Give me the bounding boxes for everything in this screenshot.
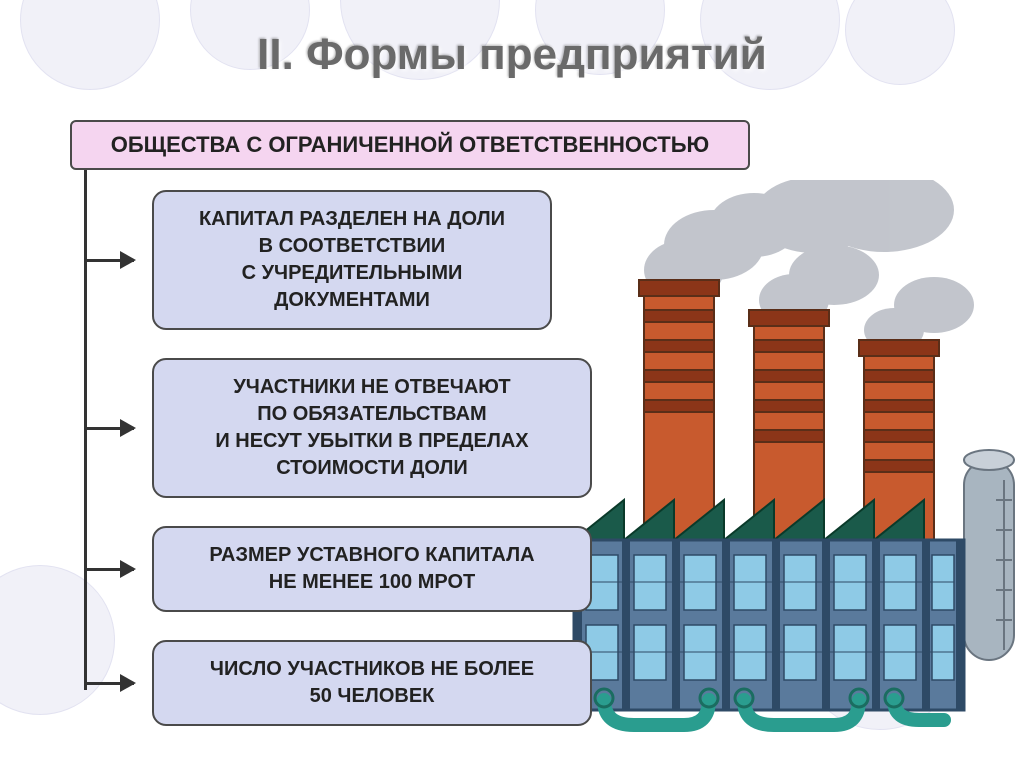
page-title: II. Формы предприятий — [0, 30, 1024, 80]
item-box: УЧАСТНИКИ НЕ ОТВЕЧАЮТ ПО ОБЯЗАТЕЛЬСТВАМ … — [152, 358, 592, 498]
arrow-icon — [84, 682, 134, 685]
item-box: КАПИТАЛ РАЗДЕЛЕН НА ДОЛИ В СООТВЕТСТВИИ … — [152, 190, 552, 330]
item-box: РАЗМЕР УСТАВНОГО КАПИТАЛА НЕ МЕНЕЕ 100 М… — [152, 526, 592, 612]
item-row: ЧИСЛО УЧАСТНИКОВ НЕ БОЛЕЕ 50 ЧЕЛОВЕК — [70, 640, 750, 726]
item-row: УЧАСТНИКИ НЕ ОТВЕЧАЮТ ПО ОБЯЗАТЕЛЬСТВАМ … — [70, 358, 750, 498]
subtitle-box: ОБЩЕСТВА С ОГРАНИЧЕННОЙ ОТВЕТСТВЕННОСТЬЮ — [70, 120, 750, 170]
content-area: ОБЩЕСТВА С ОГРАНИЧЕННОЙ ОТВЕТСТВЕННОСТЬЮ… — [70, 120, 750, 754]
item-row: РАЗМЕР УСТАВНОГО КАПИТАЛА НЕ МЕНЕЕ 100 М… — [70, 526, 750, 612]
arrow-icon — [84, 259, 134, 262]
items-list: КАПИТАЛ РАЗДЕЛЕН НА ДОЛИ В СООТВЕТСТВИИ … — [70, 190, 750, 726]
item-row: КАПИТАЛ РАЗДЕЛЕН НА ДОЛИ В СООТВЕТСТВИИ … — [70, 190, 750, 330]
item-box: ЧИСЛО УЧАСТНИКОВ НЕ БОЛЕЕ 50 ЧЕЛОВЕК — [152, 640, 592, 726]
arrow-icon — [84, 427, 134, 430]
arrow-icon — [84, 568, 134, 571]
tank-icon — [964, 450, 1014, 660]
